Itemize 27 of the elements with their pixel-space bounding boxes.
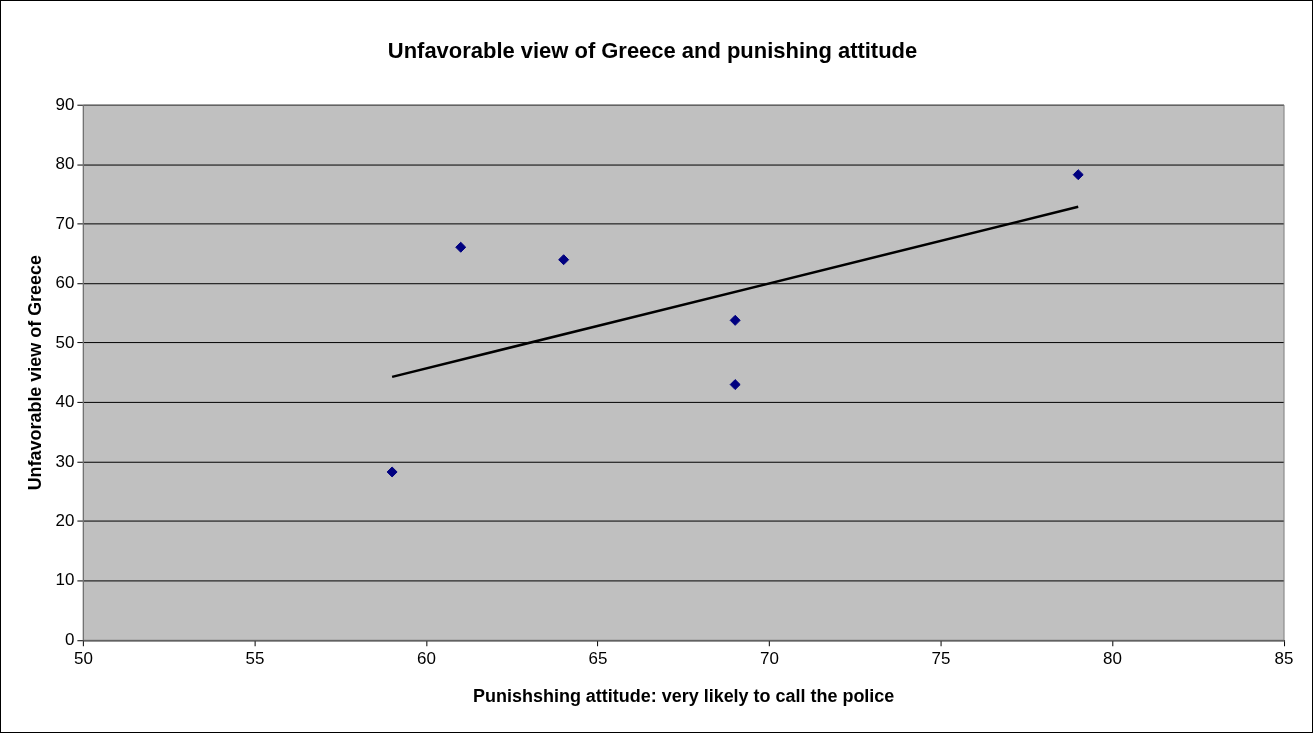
y-tick-label: 30 [55, 451, 75, 471]
y-axis-title: Unfavorable view of Greece [24, 255, 45, 491]
y-tick-label: 40 [55, 392, 75, 412]
y-tick-label: 90 [55, 94, 75, 114]
y-tick-label: 0 [64, 629, 75, 649]
point [386, 466, 398, 478]
chart-title: Unfavorable view of Greece and punishing attitude [387, 38, 918, 64]
y-tick-label: 20 [55, 511, 75, 530]
point [558, 254, 570, 266]
point [455, 241, 467, 253]
x-axis-title: Punishshing attitude: very likely to call the police [473, 686, 895, 707]
y-tick-label: 70 [55, 213, 75, 233]
x-tick-label: 60 [416, 649, 436, 669]
point [729, 314, 741, 326]
y-tick-label: 10 [55, 570, 75, 590]
x-tick-label: 80 [1103, 649, 1122, 669]
x-tick-label: 50 [73, 649, 93, 669]
y-tick-label: 60 [55, 273, 75, 293]
x-tick-label: 85 [1274, 649, 1294, 669]
y-tick-label: 50 [55, 332, 75, 352]
x-tick-label: 75 [931, 649, 951, 669]
x-tick-label: 70 [760, 649, 779, 669]
x-tick-label: 55 [245, 649, 265, 669]
point [1072, 169, 1084, 181]
x-tick-label: 65 [588, 649, 608, 669]
point [729, 379, 741, 391]
y-tick-label: 80 [55, 154, 75, 174]
